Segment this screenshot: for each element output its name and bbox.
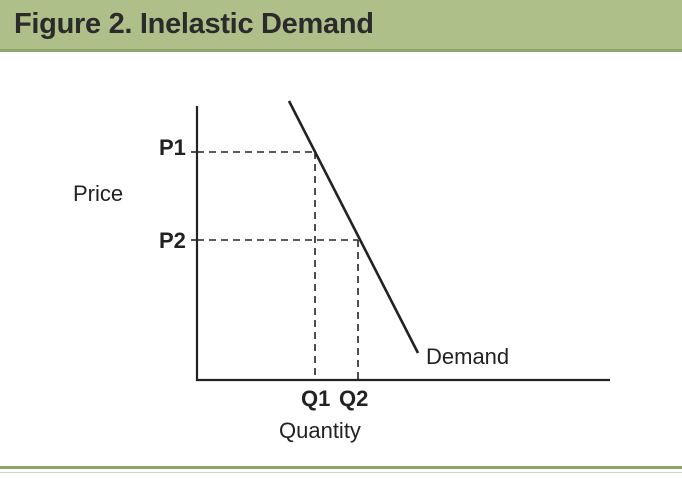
x-axis-label: Quantity xyxy=(279,418,361,443)
bottom-rule-shadow xyxy=(0,472,682,473)
demand-curve xyxy=(287,100,420,354)
figure-title: Figure 2. Inelastic Demand xyxy=(14,8,374,40)
q2-label: Q2 xyxy=(339,386,368,411)
q1-label: Q1 xyxy=(301,386,330,411)
y-axis-label: Price xyxy=(73,181,123,206)
figure-header: Figure 2. Inelastic Demand xyxy=(0,0,682,52)
p1-label: P1 xyxy=(159,135,186,160)
p2-label: P2 xyxy=(159,228,186,253)
bottom-rule xyxy=(0,466,682,469)
demand-curve-label: Demand xyxy=(426,344,509,369)
